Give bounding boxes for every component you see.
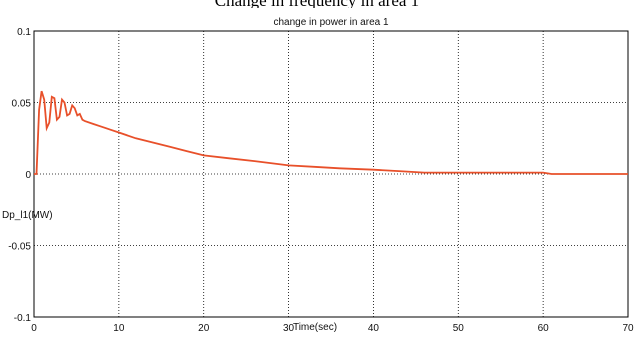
x-tick-label: 70 bbox=[622, 323, 634, 334]
series-line bbox=[34, 90, 628, 175]
grid-lines bbox=[34, 31, 628, 317]
y-tick-label: -0.1 bbox=[14, 313, 32, 324]
x-tick-label: 30 bbox=[283, 323, 295, 334]
x-tick-label: 0 bbox=[31, 323, 37, 334]
y-tick-label: 0 bbox=[25, 170, 31, 181]
line-chart: 0 10 20 30 40 50 60 70 0.1 0.05 0 -0.05 -0.1 change … bbox=[2, 17, 634, 334]
x-tick-label: 50 bbox=[453, 323, 465, 334]
plot-frame: 0 10 20 30 40 50 60 70 0.1 0.05 0 -0.05 -0.1 change … bbox=[0, 8, 634, 345]
x-axis-label: Time(sec) bbox=[293, 322, 337, 333]
tick-labels: 0 10 20 30 40 50 60 70 0.1 0.05 0 -0.05 -0.1 bbox=[8, 27, 634, 334]
y-tick-label: 0.05 bbox=[12, 99, 32, 110]
x-tick-label: 40 bbox=[368, 323, 380, 334]
y-tick-label: 0.1 bbox=[17, 27, 31, 38]
chart-title: change in power in area 1 bbox=[273, 17, 389, 28]
y-axis-label: Dp_l1(MW) bbox=[2, 210, 53, 221]
x-tick-label: 10 bbox=[113, 323, 125, 334]
x-tick-label: 20 bbox=[198, 323, 210, 334]
x-tick-label: 60 bbox=[538, 323, 550, 334]
figure-caption: Change in frequency in area 1 bbox=[214, 0, 420, 10]
y-tick-label: -0.05 bbox=[8, 242, 31, 253]
